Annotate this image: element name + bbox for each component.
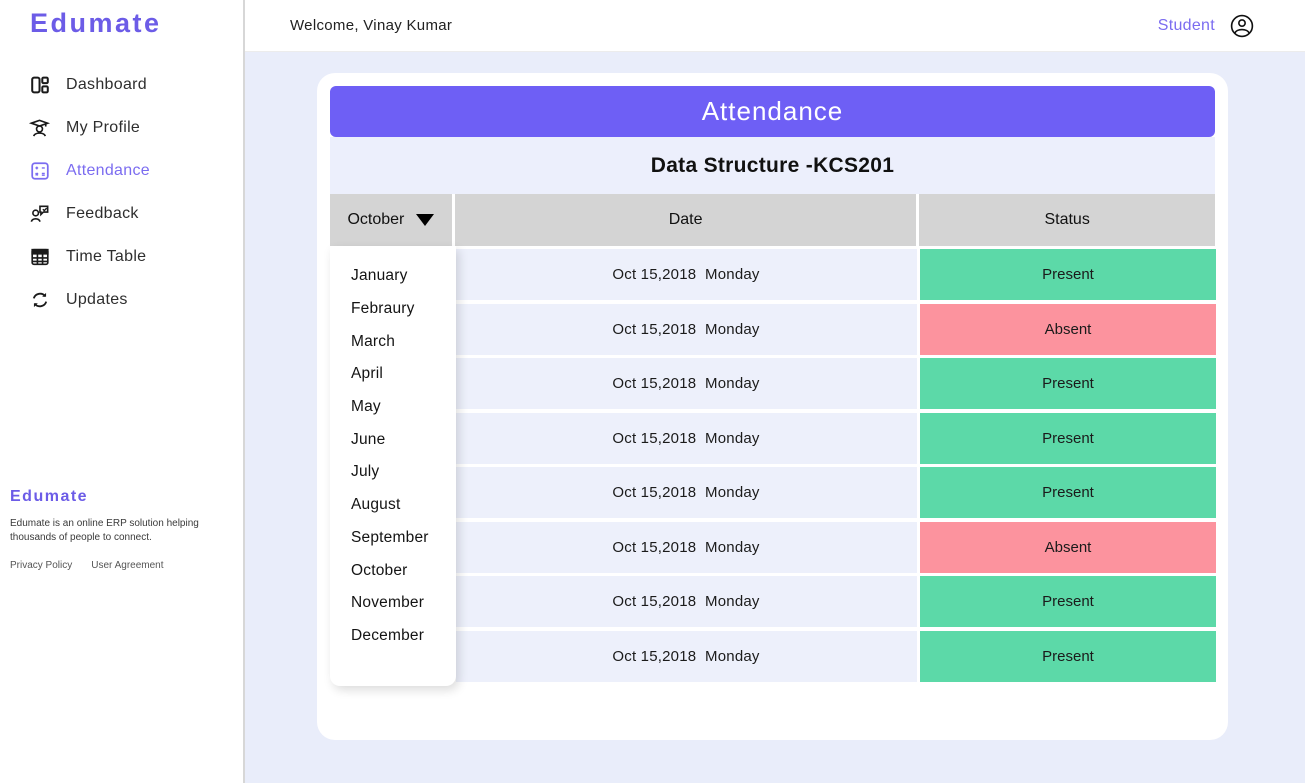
date-cell: Oct 15,2018 Monday — [455, 303, 917, 355]
month-select-value: October — [347, 211, 405, 228]
welcome-text: Welcome, Vinay Kumar — [290, 17, 453, 34]
column-header-status: Status — [919, 194, 1215, 246]
table-row: Oct 15,2018 Monday Present — [330, 358, 1216, 409]
table-row: Oct 15,2018 Monday Present — [330, 467, 1216, 518]
month-select[interactable]: October — [330, 194, 452, 246]
month-dropdown-panel: January Febraury March April May June July Augu… — [330, 246, 456, 686]
attendance-rows: Oct 15,2018 Monday Present Oct 15,2018 Mon… — [330, 249, 1216, 682]
sidebar-item-attendance[interactable]: Attendance — [0, 149, 243, 192]
footer-links: Privacy Policy User Agreement — [10, 560, 225, 571]
top-header: Welcome, Vinay Kumar Student — [245, 0, 1305, 52]
month-option[interactable]: June — [351, 430, 386, 448]
date-cell: Oct 15,2018 Monday — [455, 249, 917, 300]
month-option[interactable]: Febraury — [351, 300, 415, 318]
role-label[interactable]: Student — [1157, 16, 1215, 34]
privacy-policy-link[interactable]: Privacy Policy — [10, 560, 73, 571]
sidebar-item-label: Attendance — [66, 161, 150, 179]
months-list: January Febraury March April May June July Augu… — [351, 260, 456, 652]
attendance-grid-icon — [28, 159, 51, 182]
sidebar-item-label: Updates — [66, 290, 128, 308]
feedback-person-icon — [28, 202, 51, 225]
sidebar-item-feedback[interactable]: Feedback — [0, 192, 243, 235]
column-header-date: Date — [455, 194, 916, 246]
sidebar-item-label: Dashboard — [66, 75, 147, 93]
user-agreement-link[interactable]: User Agreement — [91, 560, 164, 571]
sidebar: Edumate Dashboard — [0, 0, 245, 783]
date-cell: Oct 15,2018 Monday — [455, 630, 917, 682]
date-cell: Oct 15,2018 Monday — [455, 412, 917, 464]
table-row: Oct 15,2018 Monday Absent — [330, 303, 1216, 355]
graduation-cap-icon — [28, 116, 51, 139]
dashboard-icon — [28, 73, 51, 96]
status-cell: Present — [920, 412, 1216, 464]
month-option[interactable]: November — [351, 594, 425, 612]
main-area: Welcome, Vinay Kumar Student Attendance … — [245, 0, 1305, 783]
sidebar-item-my-profile[interactable]: My Profile — [0, 106, 243, 149]
month-option[interactable]: September — [351, 528, 429, 546]
sidebar-item-dashboard[interactable]: Dashboard — [0, 63, 243, 106]
caret-down-icon — [416, 214, 435, 226]
table-row: Oct 15,2018 Monday Present — [330, 412, 1216, 464]
date-cell: Oct 15,2018 Monday — [455, 521, 917, 573]
month-option[interactable]: May — [351, 398, 381, 416]
page-content: Attendance Data Structure -KCS201 Octobe… — [245, 52, 1305, 783]
sidebar-item-label: Time Table — [66, 247, 147, 265]
table-row: Oct 15,2018 Monday Present — [330, 576, 1216, 627]
app-logo: Edumate — [30, 8, 162, 38]
table-row: Oct 15,2018 Monday Present — [330, 249, 1216, 300]
date-cell: Oct 15,2018 Monday — [455, 467, 917, 518]
status-cell: Absent — [920, 521, 1216, 573]
status-cell: Present — [920, 358, 1216, 409]
date-cell: Oct 15,2018 Monday — [455, 358, 917, 409]
table-row: Oct 15,2018 Monday Absent — [330, 521, 1216, 573]
month-option[interactable]: April — [351, 365, 384, 383]
status-cell: Present — [920, 630, 1216, 682]
footer-description: Edumate is an online ERP solution helpin… — [10, 518, 199, 543]
sidebar-item-label: My Profile — [66, 118, 141, 136]
status-cell: Absent — [920, 303, 1216, 355]
status-cell: Present — [920, 576, 1216, 627]
date-cell: Oct 15,2018 Monday — [455, 576, 917, 627]
month-option[interactable]: March — [351, 332, 396, 350]
sidebar-nav: Dashboard My Profile — [0, 63, 243, 321]
footer-brand: Edumate — [10, 488, 89, 505]
account-circle-icon[interactable] — [1229, 13, 1255, 39]
sidebar-item-time-table[interactable]: Time Table — [0, 235, 243, 278]
subject-title: Data Structure -KCS201 — [330, 137, 1215, 194]
month-option[interactable]: October — [351, 561, 408, 579]
attendance-card: Attendance Data Structure -KCS201 Octobe… — [317, 73, 1228, 740]
month-option[interactable]: January — [351, 267, 408, 285]
attendance-title-banner: Attendance — [330, 86, 1215, 137]
status-cell: Present — [920, 467, 1216, 518]
month-option[interactable]: December — [351, 626, 425, 644]
month-option[interactable]: July — [351, 463, 380, 481]
table-grid-icon — [28, 245, 51, 268]
month-option[interactable]: August — [351, 496, 401, 514]
status-cell: Present — [920, 249, 1216, 300]
table-header: October Date Status — [330, 194, 1215, 246]
sidebar-item-label: Feedback — [66, 204, 139, 222]
table-row: Oct 15,2018 Monday Present — [330, 630, 1216, 682]
header-right: Student — [1158, 13, 1255, 39]
sidebar-item-updates[interactable]: Updates — [0, 278, 243, 321]
sync-icon — [28, 288, 51, 311]
sidebar-footer: Edumate Edumate is an online ERP solutio… — [10, 488, 225, 571]
